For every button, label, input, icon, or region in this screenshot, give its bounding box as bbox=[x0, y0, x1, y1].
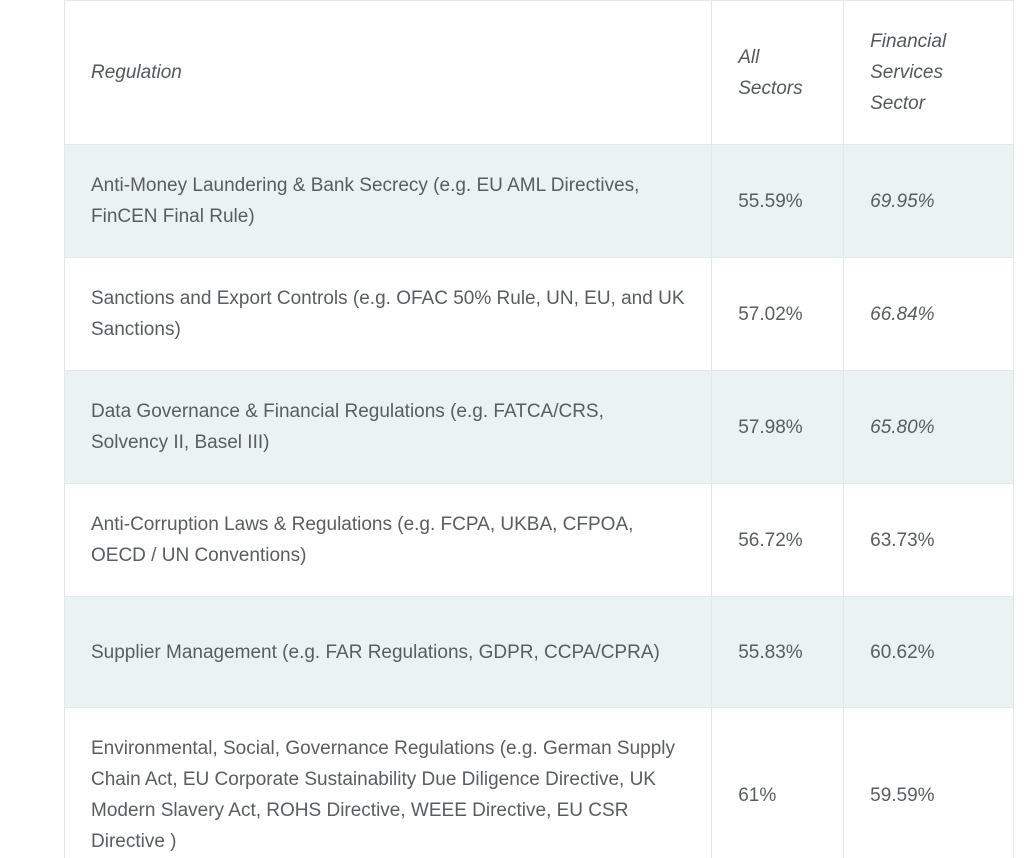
regulation-cell: Anti-Money Laundering & Bank Secrecy (e.… bbox=[63, 144, 713, 258]
all-sectors-cell: 61% bbox=[711, 707, 845, 858]
all-sectors-cell: 56.72% bbox=[711, 483, 845, 597]
table-row: Supplier Management (e.g. FAR Regulation… bbox=[63, 596, 1014, 708]
regulation-cell: Environmental, Social, Governance Regula… bbox=[63, 707, 713, 858]
financial-services-cell: 60.62% bbox=[843, 596, 1014, 708]
table-row: Anti-Corruption Laws & Regulations (e.g.… bbox=[63, 483, 1014, 597]
regulation-cell: Supplier Management (e.g. FAR Regulation… bbox=[63, 596, 713, 708]
table-row: Sanctions and Export Controls (e.g. OFAC… bbox=[63, 257, 1014, 371]
all-sectors-cell: 57.98% bbox=[711, 370, 845, 484]
regulation-cell: Sanctions and Export Controls (e.g. OFAC… bbox=[63, 257, 713, 371]
regulation-table-container: Regulation All Sectors Financial Service… bbox=[63, 0, 1014, 858]
column-header-financial-services-sector: Financial Services Sector bbox=[843, 0, 1014, 145]
regulation-table: Regulation All Sectors Financial Service… bbox=[63, 0, 1014, 858]
financial-services-cell: 65.80% bbox=[843, 370, 1014, 484]
column-header-all-sectors: All Sectors bbox=[711, 0, 845, 145]
table-row: Anti-Money Laundering & Bank Secrecy (e.… bbox=[63, 144, 1014, 258]
financial-services-cell: 59.59% bbox=[843, 707, 1014, 858]
header-row: Regulation All Sectors Financial Service… bbox=[63, 0, 1014, 145]
regulation-cell: Data Governance & Financial Regulations … bbox=[63, 370, 713, 484]
table-row: Environmental, Social, Governance Regula… bbox=[63, 707, 1014, 858]
column-header-regulation: Regulation bbox=[63, 0, 713, 145]
regulation-cell: Anti-Corruption Laws & Regulations (e.g.… bbox=[63, 483, 713, 597]
table-row: Data Governance & Financial Regulations … bbox=[63, 370, 1014, 484]
financial-services-cell: 69.95% bbox=[843, 144, 1014, 258]
all-sectors-cell: 55.83% bbox=[711, 596, 845, 708]
all-sectors-cell: 57.02% bbox=[711, 257, 845, 371]
financial-services-cell: 66.84% bbox=[843, 257, 1014, 371]
all-sectors-cell: 55.59% bbox=[711, 144, 845, 258]
financial-services-cell: 63.73% bbox=[843, 483, 1014, 597]
